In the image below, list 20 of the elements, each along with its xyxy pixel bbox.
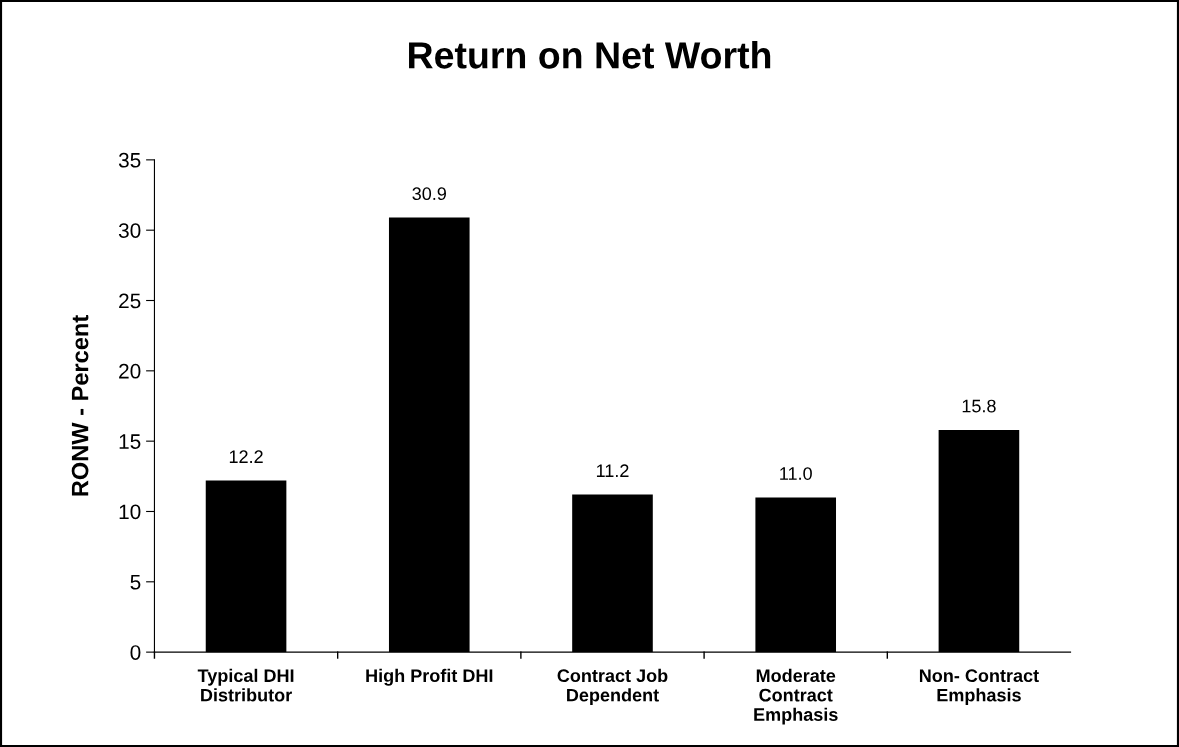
x-tick-label: Non- Contract Emphasis: [919, 669, 1039, 706]
x-tick-label: High Profit DHI: [366, 668, 493, 686]
y-tick-label: 10: [119, 504, 141, 520]
data-label: 30.9: [412, 187, 446, 201]
y-tick-label: 20: [119, 363, 141, 379]
data-label: 11.2: [596, 464, 629, 477]
data-label: 11.0: [780, 467, 812, 480]
x-tick-label: Moderate Contract Emphasis: [754, 668, 838, 725]
data-label: 12.2: [229, 450, 263, 463]
x-tick-label: Typical DHI Distributor: [197, 668, 294, 702]
y-tick-label: 0: [130, 645, 141, 660]
chart-title: Return on Net Worth: [409, 41, 771, 69]
data-label: 15.8: [962, 399, 996, 413]
y-tick-label: 35: [118, 152, 141, 168]
y-tick-label: 15: [119, 434, 141, 449]
y-tick-label: 5: [130, 575, 141, 590]
y-tick-label: 30: [118, 223, 141, 238]
y-tick-label: 25: [119, 293, 141, 309]
x-tick-label: Contract Job Dependent: [557, 668, 668, 706]
y-axis-title: RONW - Percent: [71, 315, 89, 496]
